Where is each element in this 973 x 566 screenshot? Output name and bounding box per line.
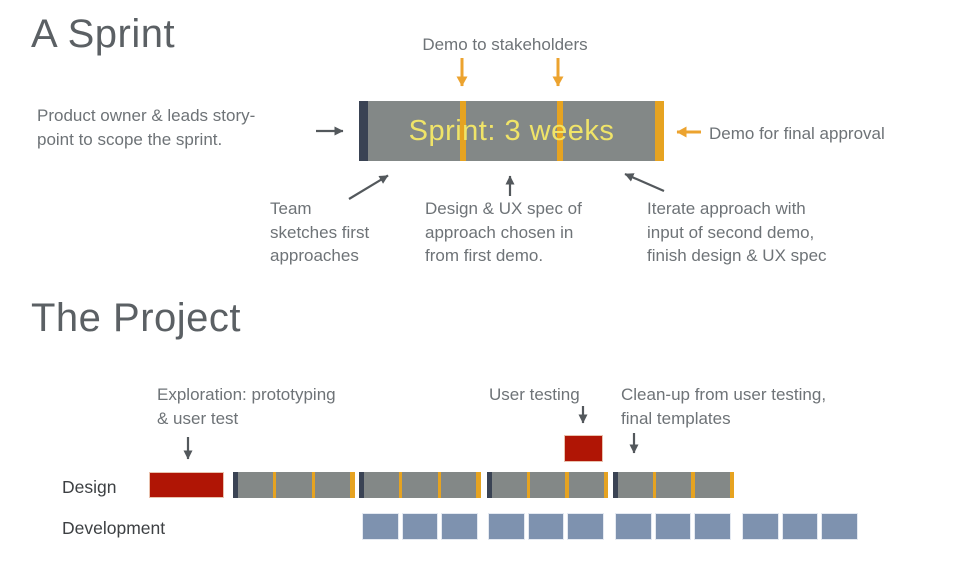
demo-divider <box>311 472 316 498</box>
sprint-week-segment <box>363 472 399 498</box>
demo-divider <box>398 472 403 498</box>
annotation-iterate: Iterate approach with input of second de… <box>647 199 827 265</box>
sprint-week-segment <box>237 472 273 498</box>
development-week-square <box>567 513 605 540</box>
demo-divider <box>437 472 442 498</box>
sprint-week-segment <box>276 472 312 498</box>
design-row-label: Design <box>62 477 117 497</box>
user-testing-bar <box>564 435 603 462</box>
sprint-bar-end-cap <box>655 101 665 161</box>
annotation-product-owner: Product owner & leads story- point to sc… <box>37 106 256 149</box>
demo-divider <box>691 472 695 498</box>
annotation-ux-spec: Design & UX spec of approach chosen in f… <box>425 199 582 265</box>
sprint-divider-demo-1 <box>459 101 466 161</box>
bar-end-cap <box>350 472 355 498</box>
bar-start-cap <box>233 472 238 498</box>
development-week-square <box>401 513 439 540</box>
sprint-week-1 <box>368 101 460 161</box>
annotation-demo-stakeholders: Demo to stakeholders <box>422 35 588 54</box>
sprint-week-segment <box>568 472 604 498</box>
annotation-user-testing: User testing <box>489 385 580 404</box>
sprint-week-2 <box>465 101 558 161</box>
development-week-square <box>781 513 819 540</box>
annotation-final-approval: Demo for final approval <box>709 124 885 143</box>
bar-start-cap <box>359 472 364 498</box>
development-week-square <box>654 513 692 540</box>
demo-divider <box>526 472 530 498</box>
sprint-week-segment <box>617 472 653 498</box>
development-week-square <box>488 513 525 540</box>
team-sketches-arrow-icon <box>348 174 389 200</box>
sprint-week-segment <box>441 472 477 498</box>
sprint-bar-start-cap <box>359 101 368 161</box>
development-group <box>615 513 732 540</box>
sprint-week-segment <box>315 472 351 498</box>
sprint-section-title: A Sprint <box>31 12 176 56</box>
development-week-square <box>694 513 732 540</box>
demo-divider <box>565 472 569 498</box>
development-week-square <box>441 513 479 540</box>
design-sprint-bar <box>359 472 481 498</box>
design-sprint-bar <box>613 472 734 498</box>
annotation-exploration: Exploration: prototyping & user test <box>157 385 336 428</box>
sprint-week-segment <box>491 472 527 498</box>
sprint-week-segment <box>402 472 438 498</box>
development-week-square <box>615 513 652 540</box>
sprint-bar: Sprint: 3 weeks <box>359 101 665 161</box>
design-sprint-bar <box>233 472 355 498</box>
sprint-week-segment <box>694 472 730 498</box>
annotation-team-sketches: Team sketches first approaches <box>270 199 370 265</box>
bar-start-cap <box>613 472 618 498</box>
demo-divider <box>652 472 656 498</box>
project-section-title: The Project <box>31 296 242 340</box>
sprint-week-3 <box>563 101 656 161</box>
development-week-square <box>527 513 565 540</box>
bar-end-cap <box>603 472 608 498</box>
bar-end-cap <box>729 472 734 498</box>
development-week-square <box>362 513 399 540</box>
design-sprint-bar <box>487 472 608 498</box>
annotation-cleanup: Clean-up from user testing, final templa… <box>621 385 827 428</box>
sprint-bar-label: Sprint: 3 weeks <box>408 114 615 147</box>
development-group <box>488 513 605 540</box>
development-row-label: Development <box>62 518 166 538</box>
sprint-week-segment <box>530 472 565 498</box>
demo-divider <box>272 472 277 498</box>
exploration-bar <box>149 472 224 498</box>
bar-start-cap <box>487 472 492 498</box>
iterate-arrow-icon <box>624 172 665 193</box>
development-week-square <box>742 513 779 540</box>
sprint-divider-demo-2 <box>557 101 564 161</box>
development-group <box>362 513 479 540</box>
development-week-square <box>821 513 859 540</box>
bar-end-cap <box>476 472 481 498</box>
sprint-week-segment <box>656 472 691 498</box>
development-group <box>742 513 859 540</box>
